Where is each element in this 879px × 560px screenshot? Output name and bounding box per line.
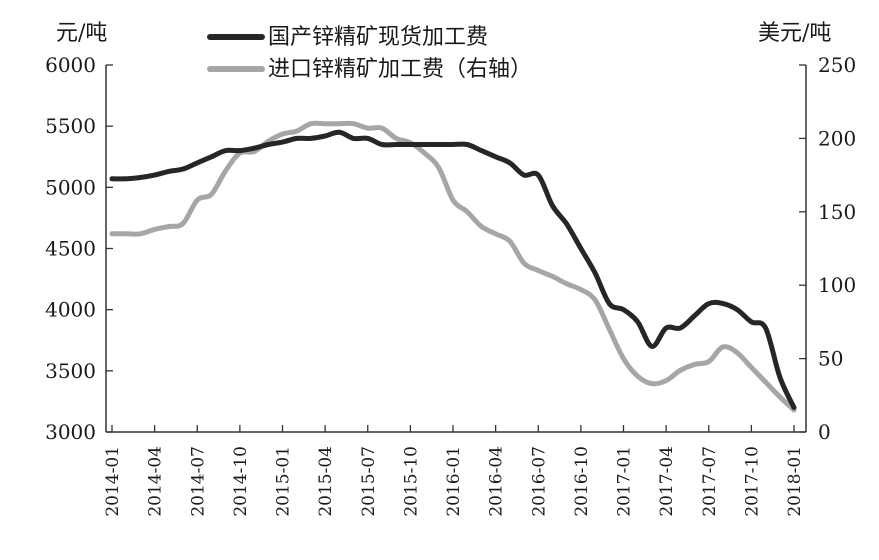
left-ticks: 3000 3500 4000 4500 5000 5500 6000 — [45, 53, 113, 444]
x-ticks: 2014-01 2014-04 2014-07 2014-10 2015-01 2015-… — [103, 425, 805, 517]
right-tick-label: 0 — [818, 420, 831, 444]
x-tick-label: 2015-10 — [401, 446, 421, 517]
left-tick-label: 4500 — [45, 237, 96, 261]
right-tick-label: 50 — [818, 347, 843, 371]
left-tick-label: 5000 — [45, 175, 96, 199]
left-tick-label: 3000 — [45, 420, 96, 444]
x-tick-label: 2016-07 — [529, 446, 549, 517]
right-axis-unit: 美元/吨 — [758, 21, 831, 46]
x-tick-label: 2017-01 — [615, 446, 635, 517]
axes — [105, 65, 807, 433]
x-tick-label: 2015-04 — [316, 446, 336, 517]
series-layer — [109, 120, 797, 413]
left-tick-label: 5500 — [45, 114, 96, 138]
legend-label-import: 进口锌精矿加工费（右轴） — [268, 57, 532, 82]
x-tick-label: 2014-10 — [231, 446, 251, 517]
x-tick-label: 2014-07 — [188, 446, 208, 517]
x-tick-label: 2014-01 — [103, 446, 123, 517]
left-axis-unit: 元/吨 — [56, 21, 107, 46]
x-tick-label: 2017-07 — [700, 446, 720, 517]
x-tick-label: 2015-07 — [359, 446, 379, 517]
left-tick-label: 3500 — [45, 359, 96, 383]
x-tick-label: 2016-04 — [487, 446, 507, 517]
x-tick-label: 2017-04 — [657, 446, 677, 517]
x-tick-label: 2016-01 — [444, 446, 464, 517]
x-tick-label: 2016-10 — [572, 446, 592, 517]
left-tick-label: 4000 — [45, 298, 96, 322]
right-ticks: 0 50 100 150 200 250 — [799, 53, 856, 444]
x-tick-label: 2017-10 — [742, 446, 762, 517]
left-tick-label: 6000 — [45, 53, 96, 77]
right-tick-label: 100 — [818, 273, 856, 297]
legend: 国产锌精矿现货加工费 进口锌精矿加工费（右轴） — [207, 25, 532, 82]
legend-label-domestic: 国产锌精矿现货加工费 — [268, 25, 488, 50]
right-tick-label: 150 — [818, 200, 856, 224]
x-tick-label: 2018-01 — [785, 446, 805, 517]
x-tick-label: 2015-01 — [274, 446, 294, 517]
series-line-domestic — [109, 129, 797, 410]
series-line-import — [109, 120, 797, 413]
right-tick-label: 250 — [818, 53, 856, 77]
right-tick-label: 200 — [818, 126, 856, 150]
x-tick-label: 2014-04 — [146, 446, 166, 517]
